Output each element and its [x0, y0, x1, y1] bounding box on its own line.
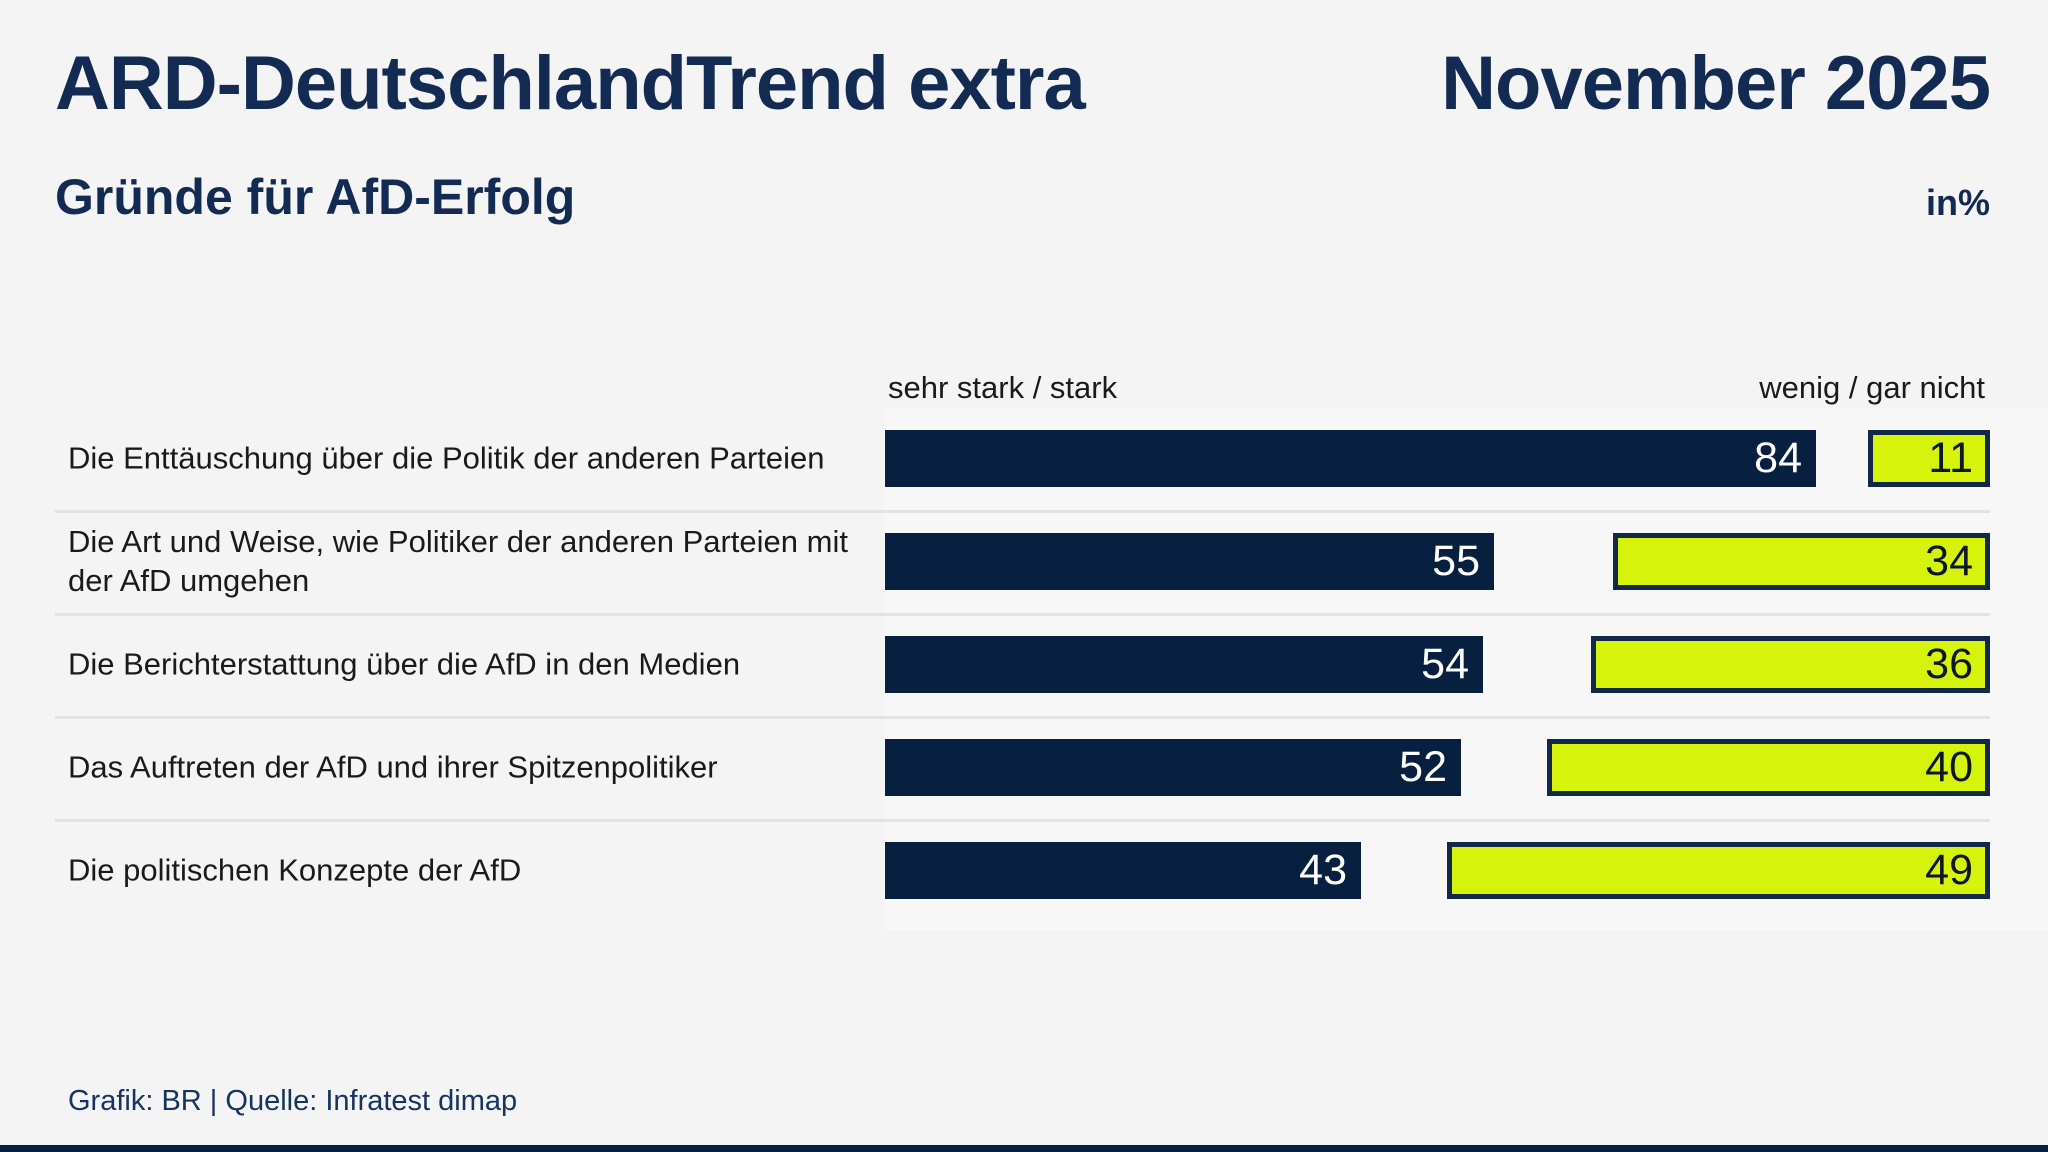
column-header-wenig-gar-nicht: wenig / gar nicht	[1759, 370, 1985, 405]
bar-value-label: 34	[1925, 537, 1973, 585]
row-divider	[55, 716, 1990, 719]
bar-value-label: 54	[1421, 640, 1469, 688]
row-divider	[55, 613, 1990, 616]
page-title: ARD-DeutschlandTrend extra	[55, 41, 1086, 126]
row-divider	[55, 510, 1990, 513]
row-label: Die Art und Weise, wie Politiker der and…	[68, 524, 848, 598]
bar-sehr-stark: 55	[885, 533, 1494, 590]
bar-value-label: 49	[1925, 846, 1973, 894]
bar-wenig-gar-nicht: 40	[1547, 739, 1990, 796]
column-header-sehr-stark: sehr stark / stark	[888, 370, 1118, 405]
bar-sehr-stark: 52	[885, 739, 1461, 796]
row-label: Die Enttäuschung über die Politik der an…	[68, 440, 825, 476]
bar-value-label: 84	[1754, 434, 1802, 482]
bar-sehr-stark: 43	[885, 842, 1361, 899]
unit-label: in%	[1925, 182, 1990, 223]
source-credit: Grafik: BR | Quelle: Infratest dimap	[68, 1085, 518, 1117]
bar-value-label: 55	[1432, 537, 1480, 585]
bottom-accent-bar	[0, 1145, 2048, 1152]
bar-wenig-gar-nicht: 36	[1591, 636, 1990, 693]
bar-wenig-gar-nicht: 34	[1613, 533, 1990, 590]
bar-wenig-gar-nicht: 11	[1868, 430, 1990, 487]
edition-date: November 2025	[1441, 41, 1991, 126]
row-label: Das Auftreten der AfD und ihrer Spitzenp…	[68, 749, 718, 785]
bar-value-label: 43	[1299, 846, 1347, 894]
row-divider	[55, 819, 1990, 822]
bar-value-label: 52	[1399, 743, 1447, 791]
row-label: Die politischen Konzepte der AfD	[68, 852, 522, 888]
bar-sehr-stark: 84	[885, 430, 1816, 487]
bar-value-label: 11	[1928, 434, 1973, 482]
row-label: Die Berichterstattung über die AfD in de…	[68, 646, 741, 682]
bar-sehr-stark: 54	[885, 636, 1483, 693]
chart-subtitle: Gründe für AfD-Erfolg	[55, 169, 576, 225]
bar-wenig-gar-nicht: 49	[1447, 842, 1990, 899]
bar-value-label: 36	[1925, 640, 1973, 688]
bar-value-label: 40	[1925, 743, 1973, 791]
